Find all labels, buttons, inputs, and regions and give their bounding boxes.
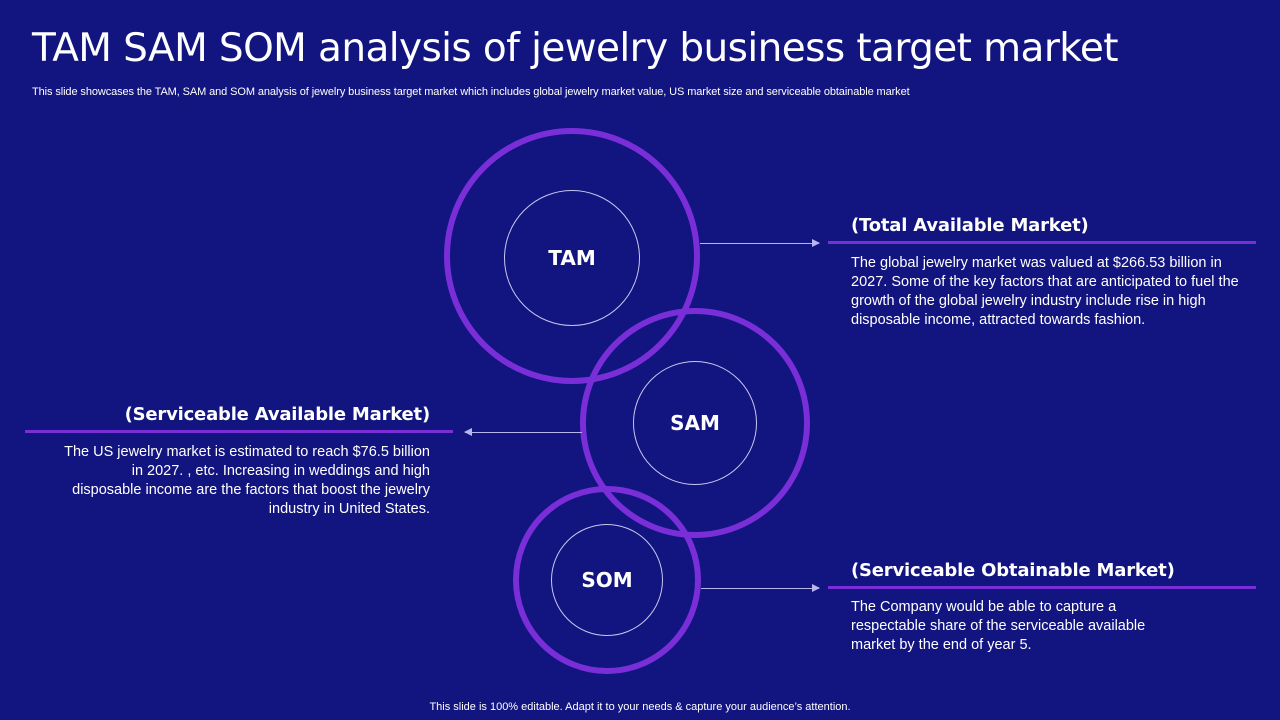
som-connector-arrow [701,584,820,592]
tam-description: The global jewelry market was valued at … [851,255,1239,328]
sam-description: The US jewelry market is estimated to re… [64,444,430,517]
som-outer-ring [513,486,701,674]
tam-outer-ring [444,128,700,384]
sam-circle: SAM [633,361,757,485]
footer-note: This slide is 100% editable. Adapt it to… [429,701,851,713]
som-description: The Company would be able to capture a r… [851,599,1146,653]
page-subtitle: This slide showcases the TAM, SAM and SO… [32,86,910,98]
tam-heading: (Total Available Market) [851,215,1089,236]
page-title: TAM SAM SOM analysis of jewelry business… [32,26,1119,71]
som-heading: (Serviceable Obtainable Market) [851,560,1175,581]
som-divider [828,586,1256,589]
tam-circle: TAM [504,190,640,326]
sam-outer-ring [580,308,810,538]
som-circle: SOM [551,524,663,636]
tam-divider [828,241,1256,244]
sam-connector-arrow [464,428,582,436]
tam-connector-arrow [700,239,820,247]
sam-heading: (Serviceable Available Market) [124,404,431,425]
sam-divider [25,430,453,433]
